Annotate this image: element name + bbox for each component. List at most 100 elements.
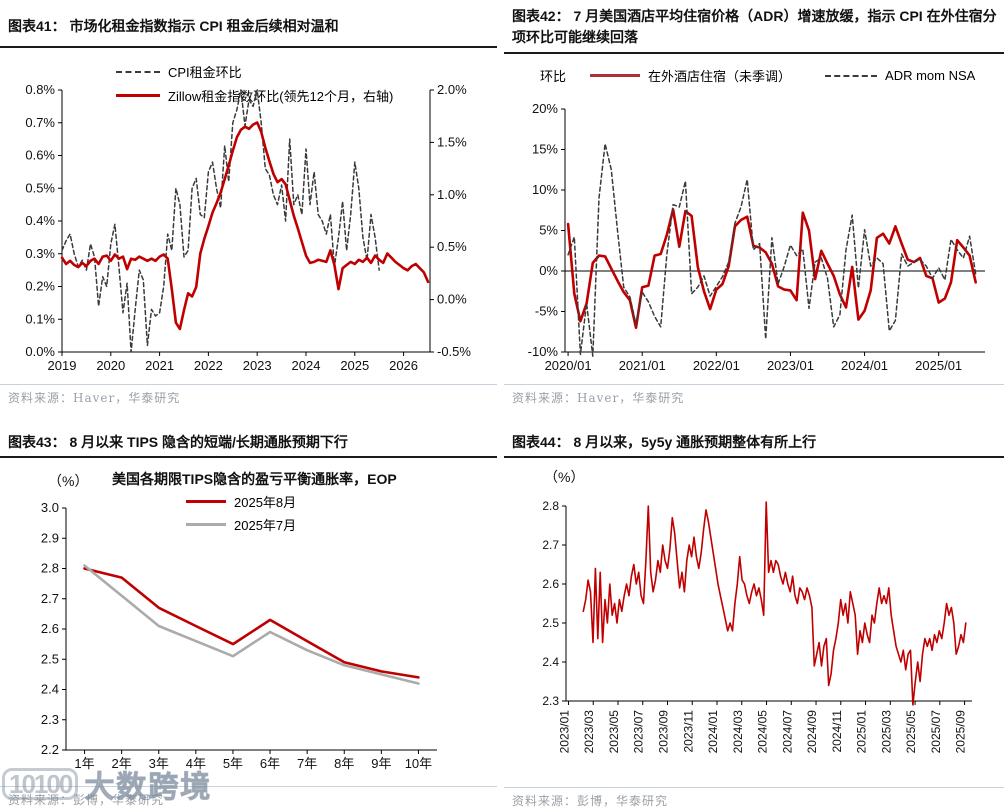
x-tick-label: 2025/01: [915, 358, 962, 373]
fig42-source: 资料来源：Haver，华泰研究: [512, 391, 685, 405]
fig42-title-rule: [504, 52, 1004, 54]
fig41-legend-cpi: CPI租金环比: [116, 62, 242, 81]
y-tick-label: 2.6: [542, 577, 559, 591]
x-tick-label: 2022/01: [693, 358, 740, 373]
fig44-source-rule: [504, 787, 1004, 788]
dashed-line-swatch: [116, 70, 160, 73]
gray-line-swatch: [186, 523, 226, 526]
adr-mom-nsa-line: [567, 143, 977, 357]
fig41-title-rule: [0, 46, 497, 48]
x-tick-label: 2022: [194, 358, 223, 373]
5y5y-inflation-expectation-line: [582, 501, 967, 706]
y2-tick-label: 0.0%: [437, 292, 467, 307]
y-axis-unit: 环比: [540, 69, 567, 84]
fig41-chart: 0.0% 0.1% 0.2% 0.3% 0.4% 0.5% 0.6% 0.7% 0.8% -0.5…: [25, 82, 471, 373]
fig44-chart: 2.3 2.4 2.5 2.6 2.7 2.8 2023/01 2023/03 2023/05 2…: [542, 499, 972, 754]
y-tick-label: -10%: [528, 344, 559, 359]
tips-2025-jul-line: [83, 564, 420, 685]
y-tick-label: 0.8%: [25, 82, 55, 97]
fig43-chart: 2.2 2.3 2.4 2.5 2.6 2.7 2.8 2.9 3.0 1年 2年 3年 4年 5年 6年 7…: [41, 500, 437, 771]
x-tick-label: 2025/09: [954, 710, 968, 754]
y2-tick-label: 2.0%: [437, 82, 467, 97]
x-tick-label: 3年: [149, 756, 169, 771]
red-line-swatch: [186, 500, 226, 503]
fig43-legend-aug: 2025年8月: [186, 492, 296, 511]
y-tick-label: 0.7%: [25, 115, 55, 130]
legend-label: 2025年8月: [234, 495, 297, 510]
y-tick-label: 0.3%: [25, 246, 55, 261]
y-axis-unit: （%）: [48, 473, 89, 489]
y-tick-label: 2.8: [41, 561, 59, 576]
lodging-away-mom-line: [566, 208, 978, 329]
legend-label: 2025年7月: [234, 518, 297, 533]
y-tick-label: 2.5: [542, 616, 559, 630]
tips-2025-aug-line: [83, 567, 420, 679]
x-tick-label: 2023/09: [657, 710, 671, 754]
x-tick-label: 6年: [260, 756, 280, 771]
red-line-swatch: [590, 74, 641, 77]
fig41-title: 图表41： 市场化租金指数指示 CPI 租金后续相对温和: [8, 18, 339, 34]
legend-label: Zillow租金指数环比(领先12个月，右轴): [168, 89, 394, 104]
x-tick-label: 2023/03: [582, 710, 596, 754]
x-tick-label: 2025: [340, 358, 369, 373]
x-tick-label: 2024/01: [841, 358, 888, 373]
x-tick-label: 2024: [292, 358, 321, 373]
y-tick-label: 5%: [539, 223, 558, 238]
x-tick-label: 2023/11: [681, 710, 695, 753]
y-tick-label: 0.0%: [25, 344, 55, 359]
x-tick-label: 2024/11: [830, 710, 844, 753]
x-tick-label: 4年: [186, 756, 206, 771]
dashed-line-swatch: [825, 74, 878, 77]
x-tick-label: 2025/01: [855, 710, 869, 754]
fig43-source: 资料来源：彭博，华泰研究: [8, 793, 165, 807]
x-tick-label: 10年: [405, 756, 432, 771]
y-tick-label: 20%: [532, 101, 558, 116]
y-tick-label: 0.6%: [25, 148, 55, 163]
x-tick-label: 2024/07: [780, 710, 794, 754]
fig41-source: 资料来源：Haver，华泰研究: [8, 391, 181, 405]
x-tick-label: 2019: [48, 358, 77, 373]
y-tick-label: 0.2%: [25, 279, 55, 294]
x-tick-label: 2025/07: [929, 710, 943, 754]
y-tick-label: 3.0: [41, 500, 59, 515]
fig41-legend-zillow: Zillow租金指数环比(领先12个月，右轴): [116, 86, 393, 105]
y-tick-label: 2.3: [41, 712, 59, 727]
fig43-source-rule: [0, 786, 497, 787]
fig42-legend: 环比 在外酒店住宿（未季调） ADR mom NSA: [540, 66, 975, 85]
y-tick-label: -5%: [535, 304, 559, 319]
y-tick-label: 2.3: [542, 694, 559, 708]
y-tick-label: 10%: [532, 182, 558, 197]
x-tick-label: 2021: [145, 358, 174, 373]
fig43-chart-heading: 美国各期限TIPS隐含的盈亏平衡通胀率，EOP: [112, 471, 397, 487]
y-tick-label: 2.9: [41, 530, 59, 545]
x-tick-label: 2025/03: [879, 710, 893, 754]
x-tick-label: 2020/01: [545, 358, 592, 373]
legend-label: ADR mom NSA: [885, 68, 976, 83]
y-tick-label: 2.4: [542, 655, 559, 669]
y-tick-label: 0.5%: [25, 180, 55, 195]
fig43-title-rule: [0, 456, 497, 458]
fig42-chart: -10% -5% 0% 5% 10% 15% 20% 2020/01 2021/01 2022/0…: [528, 101, 985, 373]
x-tick-label: 1年: [74, 756, 94, 771]
x-tick-label: 2023/05: [607, 710, 621, 754]
x-tick-label: 2023: [243, 358, 272, 373]
y-tick-label: 0.1%: [25, 311, 55, 326]
x-tick-label: 2024/01: [706, 710, 720, 754]
fig44-title: 图表44： 8 月以来，5y5y 通胀预期整体有所上行: [512, 434, 817, 450]
x-tick-label: 9年: [371, 756, 391, 771]
x-tick-label: 7年: [297, 756, 317, 771]
y-axis-unit: （%）: [544, 469, 585, 485]
y-tick-label: 2.5: [41, 651, 59, 666]
y-tick-label: 2.2: [41, 742, 59, 757]
x-tick-label: 5年: [223, 756, 243, 771]
red-line-swatch: [116, 94, 160, 97]
y2-tick-label: 1.0%: [437, 187, 467, 202]
x-tick-label: 2年: [112, 756, 132, 771]
y-tick-label: 2.4: [41, 682, 59, 697]
x-tick-label: 8年: [334, 756, 354, 771]
fig44-title-rule: [504, 456, 1004, 458]
cpi-rent-mom-line: [61, 89, 380, 353]
x-tick-label: 2025/05: [904, 710, 918, 754]
y-tick-label: 2.7: [542, 538, 559, 552]
